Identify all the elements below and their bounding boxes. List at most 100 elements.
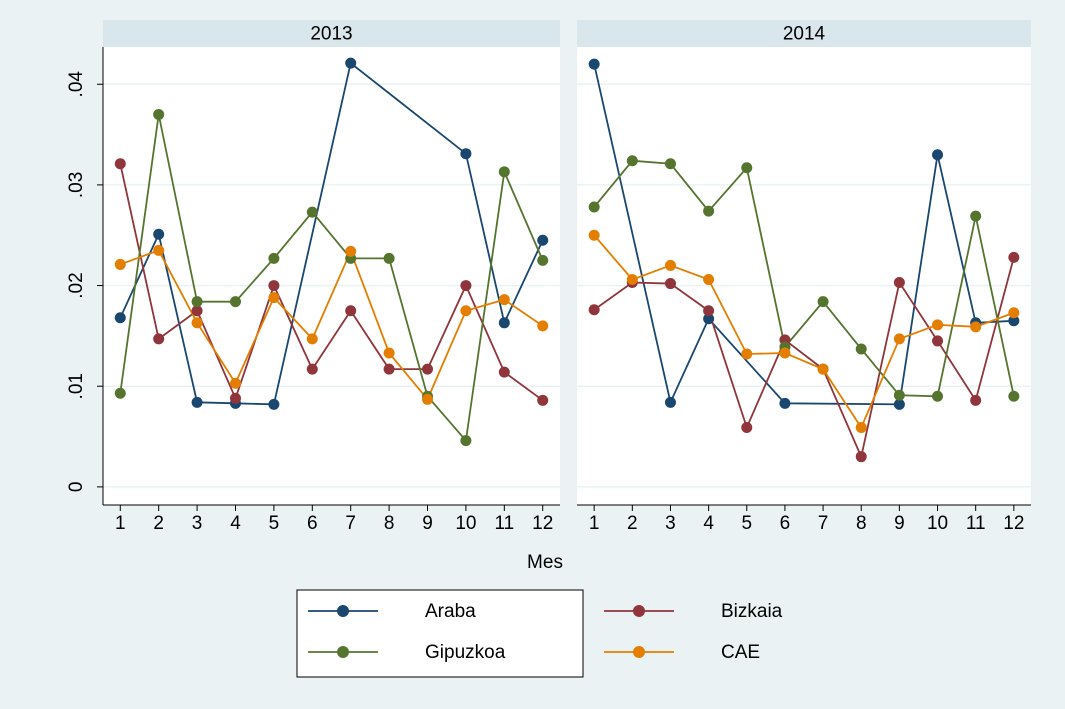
x-tick-label: 6 <box>780 513 791 534</box>
series-line <box>119 114 544 443</box>
data-point <box>779 397 791 409</box>
data-point <box>855 451 867 463</box>
series-line <box>593 159 1015 398</box>
data-point <box>626 274 638 286</box>
data-point <box>703 313 715 325</box>
x-tick-label: 2 <box>627 513 638 534</box>
y-tick-label: 0 <box>66 482 87 493</box>
data-point <box>741 421 753 433</box>
plot-area <box>577 47 1031 505</box>
data-point <box>703 205 715 217</box>
data-point <box>460 435 472 447</box>
data-point <box>664 396 676 408</box>
legend <box>296 589 584 678</box>
legend-label: CAE <box>721 642 760 663</box>
data-point <box>626 155 638 167</box>
data-point <box>741 348 753 360</box>
data-point <box>893 277 905 289</box>
data-point <box>703 274 715 286</box>
data-point <box>1008 251 1020 263</box>
data-point <box>588 201 600 213</box>
data-point <box>932 319 944 331</box>
data-point <box>932 335 944 347</box>
data-point <box>855 343 867 355</box>
data-point <box>268 280 280 292</box>
data-point <box>422 363 434 375</box>
data-point <box>1008 307 1020 319</box>
x-tick-label: 5 <box>269 513 280 534</box>
data-point <box>932 390 944 402</box>
data-point <box>383 363 395 375</box>
x-tick-label: 1 <box>115 513 126 534</box>
series-line <box>593 257 1015 460</box>
data-point <box>153 333 165 345</box>
x-tick-label: 5 <box>741 513 752 534</box>
data-point <box>741 162 753 174</box>
plot-area <box>103 47 560 505</box>
legend-marker <box>633 646 645 658</box>
panel-title: 2014 <box>783 24 826 45</box>
x-tick-label: 6 <box>307 513 318 534</box>
data-point <box>537 320 549 332</box>
x-tick-label: 9 <box>422 513 433 534</box>
data-point <box>855 421 867 433</box>
data-point <box>422 393 434 405</box>
data-point <box>817 363 829 375</box>
data-point <box>893 333 905 345</box>
x-tick-label: 9 <box>894 513 905 534</box>
x-tick-label: 7 <box>345 513 356 534</box>
y-tick-label: .04 <box>66 71 87 98</box>
data-point <box>537 394 549 406</box>
x-tick-label: 8 <box>384 513 395 534</box>
x-tick-label: 8 <box>856 513 867 534</box>
data-point <box>498 317 510 329</box>
data-point <box>664 158 676 170</box>
panel-header <box>103 20 560 47</box>
data-point <box>537 234 549 246</box>
data-point <box>268 292 280 304</box>
data-point <box>664 259 676 271</box>
x-tick-label: 10 <box>927 513 948 534</box>
data-point <box>1008 390 1020 402</box>
data-point <box>498 166 510 178</box>
data-point <box>306 363 318 375</box>
legend-marker <box>337 605 349 617</box>
data-point <box>306 206 318 218</box>
series-line <box>119 248 544 402</box>
data-point <box>932 149 944 161</box>
data-point <box>383 347 395 359</box>
data-point <box>970 210 982 222</box>
x-tick-label: 10 <box>455 513 476 534</box>
data-point <box>588 229 600 241</box>
data-point <box>114 258 126 270</box>
data-point <box>153 228 165 240</box>
panel-header <box>577 20 1031 47</box>
series-line <box>593 234 1015 430</box>
data-point <box>345 305 357 317</box>
x-tick-label: 12 <box>532 513 553 534</box>
x-tick-label: 3 <box>192 513 203 534</box>
x-tick-label: 7 <box>818 513 829 534</box>
data-point <box>191 317 203 329</box>
x-tick-label: 12 <box>1003 513 1024 534</box>
data-point <box>537 254 549 266</box>
y-tick-label: .01 <box>66 373 87 399</box>
x-tick-label: 11 <box>966 513 986 534</box>
data-point <box>268 398 280 410</box>
data-point <box>498 366 510 378</box>
data-point <box>229 392 241 404</box>
data-point <box>191 396 203 408</box>
data-point <box>817 296 829 308</box>
series-line <box>119 163 544 402</box>
data-point <box>970 321 982 333</box>
legend-label: Araba <box>425 601 476 622</box>
data-point <box>229 377 241 389</box>
data-point <box>498 294 510 306</box>
x-tick-label: 1 <box>589 513 600 534</box>
data-point <box>383 252 395 264</box>
data-point <box>114 387 126 399</box>
data-point <box>893 389 905 401</box>
data-point <box>460 305 472 317</box>
data-point <box>153 244 165 256</box>
legend-marker <box>337 646 349 658</box>
